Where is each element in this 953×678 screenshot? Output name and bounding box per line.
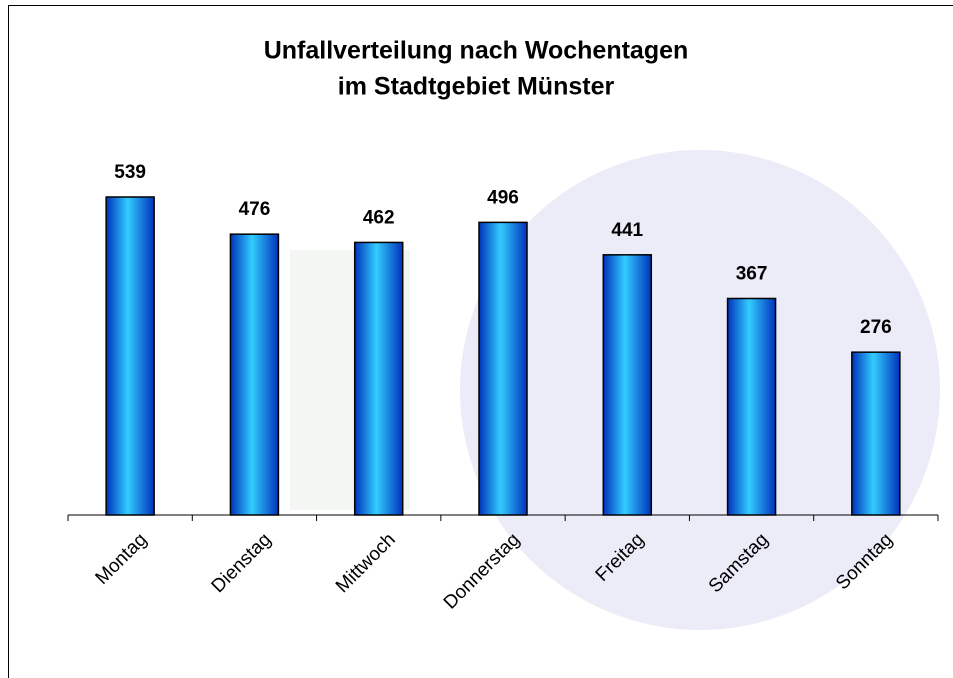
bar [726,297,777,516]
value-label: 441 [611,220,643,241]
chart-title: Unfallverteilung nach Wochentagen [264,37,689,65]
frame [8,5,953,678]
value-label: 476 [239,199,271,220]
bar [353,241,404,516]
value-label: 496 [487,187,519,208]
bar [602,254,653,516]
watermark [460,150,940,630]
value-label: 539 [114,162,146,183]
value-label: 276 [860,317,892,338]
bar [105,196,155,516]
value-label: 462 [363,207,395,228]
value-label: 367 [736,263,768,284]
bar [478,221,528,516]
chart-title: im Stadtgebiet Münster [338,73,615,101]
bar [851,351,901,516]
bar [229,233,280,516]
